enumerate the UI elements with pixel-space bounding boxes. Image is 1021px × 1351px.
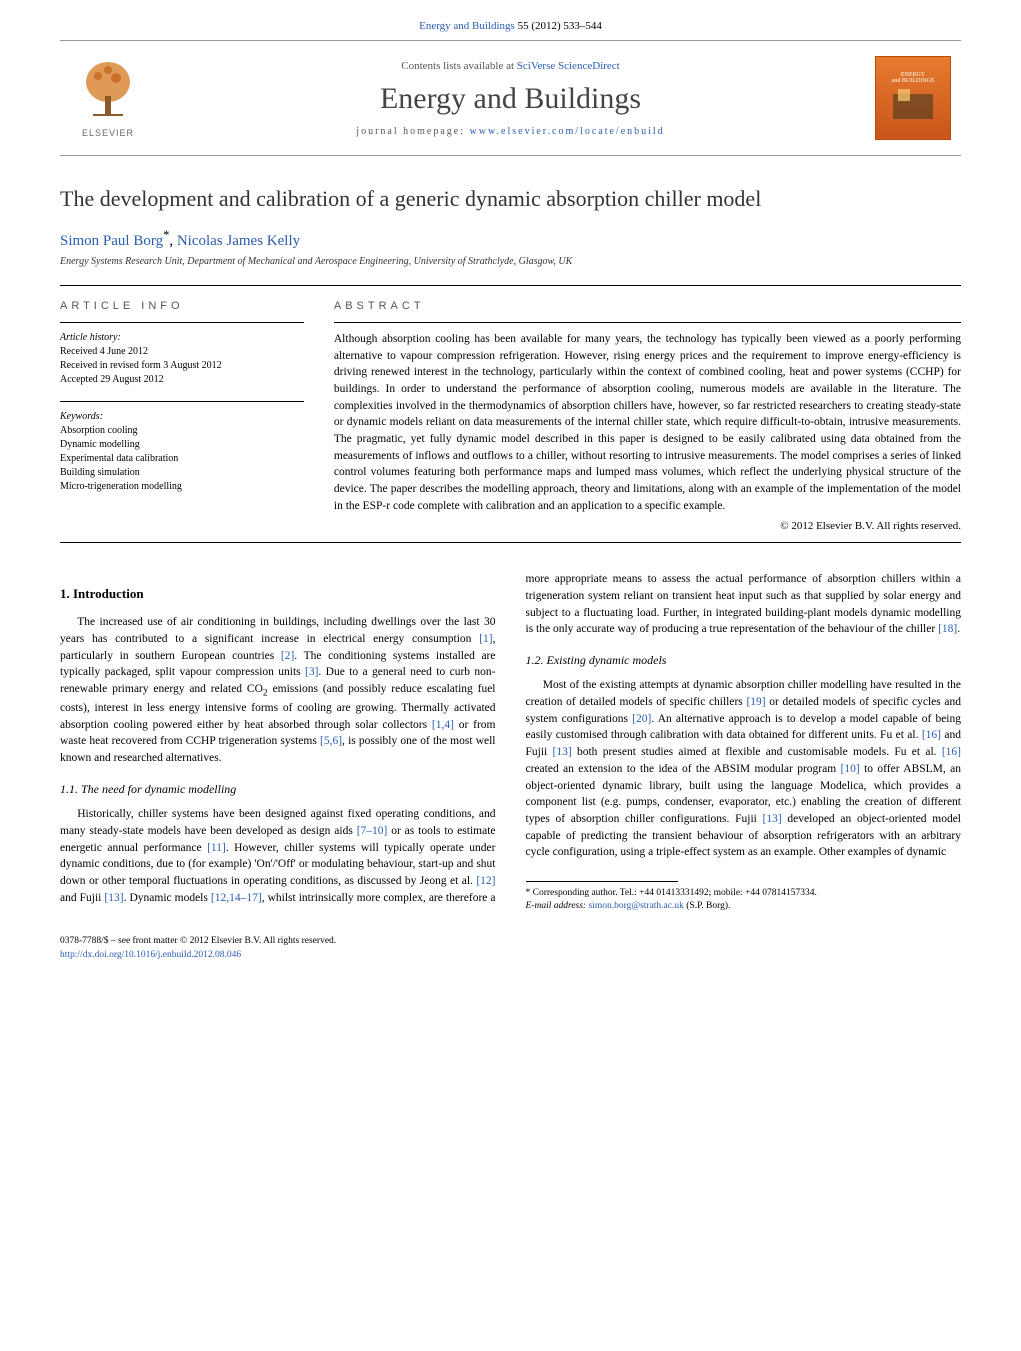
ref-link[interactable]: [19] xyxy=(746,696,765,708)
history-item: Received 4 June 2012 xyxy=(60,345,304,359)
divider xyxy=(60,401,304,402)
ref-link[interactable]: [12] xyxy=(476,875,495,887)
ref-link[interactable]: [18] xyxy=(938,623,957,635)
ref-link[interactable]: [13] xyxy=(553,746,572,758)
ref-link[interactable]: [11] xyxy=(207,842,226,854)
footnote-email-line: E-mail address: simon.borg@strath.ac.uk … xyxy=(526,900,962,913)
body-two-columns: 1. Introduction The increased use of air… xyxy=(60,571,961,913)
tree-icon xyxy=(78,58,138,128)
ref-link[interactable]: [16] xyxy=(922,729,941,741)
elsevier-label: ELSEVIER xyxy=(82,128,134,138)
page-footer: 0378-7788/$ – see front matter © 2012 El… xyxy=(60,935,961,962)
email-link[interactable]: simon.borg@strath.ac.uk xyxy=(588,901,683,911)
ref-link[interactable]: [13] xyxy=(104,892,123,904)
body-paragraph: Most of the existing attempts at dynamic… xyxy=(526,677,962,860)
cover-graphic-icon xyxy=(888,84,938,124)
ref-link[interactable]: [13] xyxy=(763,813,782,825)
abstract-text: Although absorption cooling has been ava… xyxy=(334,331,961,514)
keyword: Micro-trigeneration modelling xyxy=(60,480,304,494)
history-item: Accepted 29 August 2012 xyxy=(60,373,304,387)
footer-copyright: 0378-7788/$ – see front matter © 2012 El… xyxy=(60,935,961,948)
elsevier-logo: ELSEVIER xyxy=(70,56,146,140)
footnote-divider xyxy=(526,881,678,882)
ref-link[interactable]: [1] xyxy=(479,633,492,645)
contents-line: Contents lists available at SciVerse Sci… xyxy=(146,60,875,72)
keywords-block: Keywords: Absorption cooling Dynamic mod… xyxy=(60,410,304,494)
footnote-tel: * Corresponding author. Tel.: +44 014133… xyxy=(526,887,962,900)
divider xyxy=(60,542,961,543)
subsection-heading: 1.1. The need for dynamic modelling xyxy=(60,781,496,798)
keyword: Dynamic modelling xyxy=(60,438,304,452)
ref-link[interactable]: [16] xyxy=(942,746,961,758)
affiliation: Energy Systems Research Unit, Department… xyxy=(60,256,961,267)
ref-link[interactable]: [12,14–17] xyxy=(211,892,262,904)
ref-link[interactable]: [1,4] xyxy=(432,719,454,731)
keyword: Absorption cooling xyxy=(60,424,304,438)
author-sep: , xyxy=(169,233,177,249)
subsection-heading: 1.2. Existing dynamic models xyxy=(526,652,962,669)
history-item: Received in revised form 3 August 2012 xyxy=(60,359,304,373)
ref-link[interactable]: [10] xyxy=(841,763,860,775)
citation-rest: 55 (2012) 533–544 xyxy=(515,20,602,32)
journal-name: Energy and Buildings xyxy=(146,82,875,116)
ref-link[interactable]: [5,6] xyxy=(320,735,342,747)
keywords-label: Keywords: xyxy=(60,410,304,424)
homepage-line: journal homepage: www.elsevier.com/locat… xyxy=(146,126,875,137)
section-heading: 1. Introduction xyxy=(60,585,496,604)
author-link[interactable]: Nicolas James Kelly xyxy=(177,233,300,249)
article-title: The development and calibration of a gen… xyxy=(60,186,961,212)
history-label: Article history: xyxy=(60,331,304,345)
email-tail: (S.P. Borg). xyxy=(684,901,731,911)
sciverse-link[interactable]: SciVerse ScienceDirect xyxy=(517,60,620,72)
ref-link[interactable]: [20] xyxy=(632,713,651,725)
homepage-prefix: journal homepage: xyxy=(356,126,469,137)
citation-journal-link[interactable]: Energy and Buildings xyxy=(419,20,515,32)
contents-prefix: Contents lists available at xyxy=(401,60,516,72)
article-info-column: article info Article history: Received 4… xyxy=(60,300,304,532)
abstract-copyright: © 2012 Elsevier B.V. All rights reserved… xyxy=(334,520,961,532)
authors-line: Simon Paul Borg*, Nicolas James Kelly xyxy=(60,228,961,250)
abstract-column: abstract Although absorption cooling has… xyxy=(334,300,961,532)
keyword: Building simulation xyxy=(60,466,304,480)
keyword: Experimental data calibration xyxy=(60,452,304,466)
citation-header: Energy and Buildings 55 (2012) 533–544 xyxy=(0,0,1021,40)
ref-link[interactable]: [2] xyxy=(281,650,294,662)
divider xyxy=(60,322,304,323)
divider xyxy=(60,285,961,286)
article-info-heading: article info xyxy=(60,300,304,312)
divider xyxy=(334,322,961,323)
abstract-heading: abstract xyxy=(334,300,961,312)
article-history-block: Article history: Received 4 June 2012 Re… xyxy=(60,331,304,387)
author-link[interactable]: Simon Paul Borg xyxy=(60,233,163,249)
email-label: E-mail address: xyxy=(526,901,589,911)
corresponding-author-footnote: * Corresponding author. Tel.: +44 014133… xyxy=(526,887,962,914)
homepage-link[interactable]: www.elsevier.com/locate/enbuild xyxy=(470,126,665,137)
ref-link[interactable]: [7–10] xyxy=(357,825,388,837)
masthead-center: Contents lists available at SciVerse Sci… xyxy=(146,60,875,137)
body-paragraph: The increased use of air conditioning in… xyxy=(60,614,496,767)
ref-link[interactable]: [3] xyxy=(305,666,318,678)
doi-link[interactable]: http://dx.doi.org/10.1016/j.enbuild.2012… xyxy=(60,950,241,960)
journal-cover-thumbnail: ENERGY and BUILDINGS xyxy=(875,56,951,140)
journal-masthead: ELSEVIER Contents lists available at Sci… xyxy=(60,40,961,156)
info-abstract-row: article info Article history: Received 4… xyxy=(60,300,961,532)
